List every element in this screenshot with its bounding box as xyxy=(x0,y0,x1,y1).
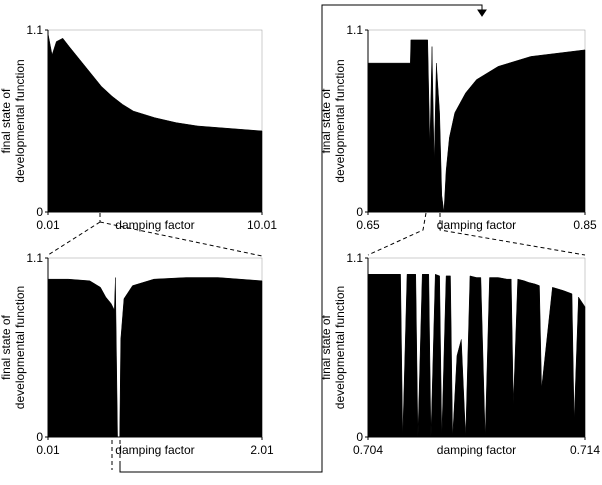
y-tick-label: 1.1 xyxy=(26,23,43,37)
area xyxy=(367,39,586,213)
panel: 0 1.1 0.65 0.85 damping factor final state of… xyxy=(319,23,597,232)
y-tick-label: 0 xyxy=(356,430,363,444)
x-tick-label: 0.85 xyxy=(573,218,597,232)
area xyxy=(47,277,263,438)
y-axis-label: final state of xyxy=(0,88,13,153)
panel: 0 1.1 0.704 0.714 damping factor final state … xyxy=(319,251,600,457)
y-axis-label: final state of xyxy=(0,314,13,379)
panel: 0 1.1 0.01 10.01 damping factor final state o… xyxy=(0,23,277,232)
x-tick-label: 0.714 xyxy=(570,443,600,457)
y-axis-label: final state of xyxy=(319,314,333,379)
x-tick-label: 2.01 xyxy=(250,443,274,457)
y-tick-label: 0 xyxy=(36,205,43,219)
flow-arrow xyxy=(119,4,483,473)
area xyxy=(367,273,586,438)
x-tick-label: 0.01 xyxy=(36,218,60,232)
y-axis-label: final state of xyxy=(319,88,333,153)
arrow-head xyxy=(477,9,487,17)
x-axis-label: damping factor xyxy=(115,218,194,232)
y-tick-label: 0 xyxy=(36,430,43,444)
zoom-connector xyxy=(367,212,586,256)
y-axis-label: developmental function xyxy=(13,59,27,182)
x-axis-label: damping factor xyxy=(115,443,194,457)
y-axis-label: developmental function xyxy=(333,286,347,409)
y-tick-label: 1.1 xyxy=(26,251,43,265)
zoom-connector xyxy=(111,440,121,470)
x-tick-label: 10.01 xyxy=(247,218,277,232)
y-tick-label: 1.1 xyxy=(346,251,363,265)
y-tick-label: 0 xyxy=(356,205,363,219)
x-tick-label: 0.704 xyxy=(353,443,383,457)
connectors xyxy=(47,4,586,473)
panel: 0 1.1 0.01 2.01 damping factor final state of… xyxy=(0,251,274,457)
y-axis-label: developmental function xyxy=(13,286,27,409)
x-axis-label: damping factor xyxy=(437,443,516,457)
zoom-connector xyxy=(47,213,263,257)
x-tick-label: 0.01 xyxy=(36,443,60,457)
y-axis-label: developmental function xyxy=(333,59,347,182)
x-tick-label: 0.65 xyxy=(356,218,380,232)
area xyxy=(47,33,263,213)
x-axis-label: damping factor xyxy=(437,218,516,232)
y-tick-label: 1.1 xyxy=(346,23,363,37)
